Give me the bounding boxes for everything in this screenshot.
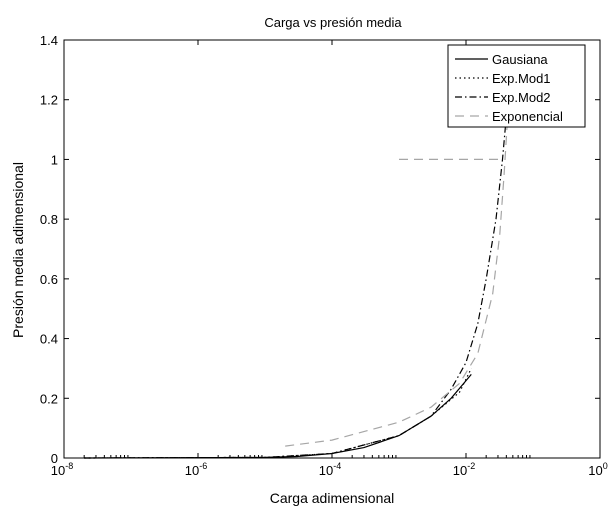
series-layer: [84, 54, 511, 459]
y-tick-label: 1.2: [40, 93, 58, 108]
axes: 10-8 10-6 10-4 10-2 100 0 0.2 0.4 0.6 0.8 1 1.2 1.4: [40, 33, 608, 478]
x-tick-label: 10-8: [51, 461, 73, 478]
x-tick-label: 10-6: [185, 461, 207, 478]
x-tick-label: 10-2: [453, 461, 475, 478]
y-tick-label: 0.6: [40, 272, 58, 287]
y-tick-label: 0.8: [40, 212, 58, 227]
x-tick-label: 100: [588, 461, 607, 478]
y-axis-label: Presión media adimensional: [10, 162, 26, 338]
series-line-exp-mod2: [84, 54, 511, 459]
y-tick-label: 1.4: [40, 33, 58, 48]
legend-label: Exp.Mod2: [492, 90, 551, 105]
y-tick-label: 1: [51, 152, 58, 167]
chart-title: Carga vs presión media: [264, 15, 402, 30]
x-axis-label: Carga adimensional: [270, 490, 395, 506]
series-line-exponencial: [285, 69, 511, 447]
y-tick-label: 0.2: [40, 391, 58, 406]
y-tick-label: 0: [51, 451, 58, 466]
legend-label: Exponencial: [492, 109, 563, 124]
legend-label: Gausiana: [492, 52, 548, 67]
y-tick-label: 0.4: [40, 332, 58, 347]
legend-label: Exp.Mod1: [492, 71, 551, 86]
x-tick-label: 10-4: [319, 461, 341, 478]
legend: Gausiana Exp.Mod1 Exp.Mod2 Exponencial: [447, 44, 586, 128]
